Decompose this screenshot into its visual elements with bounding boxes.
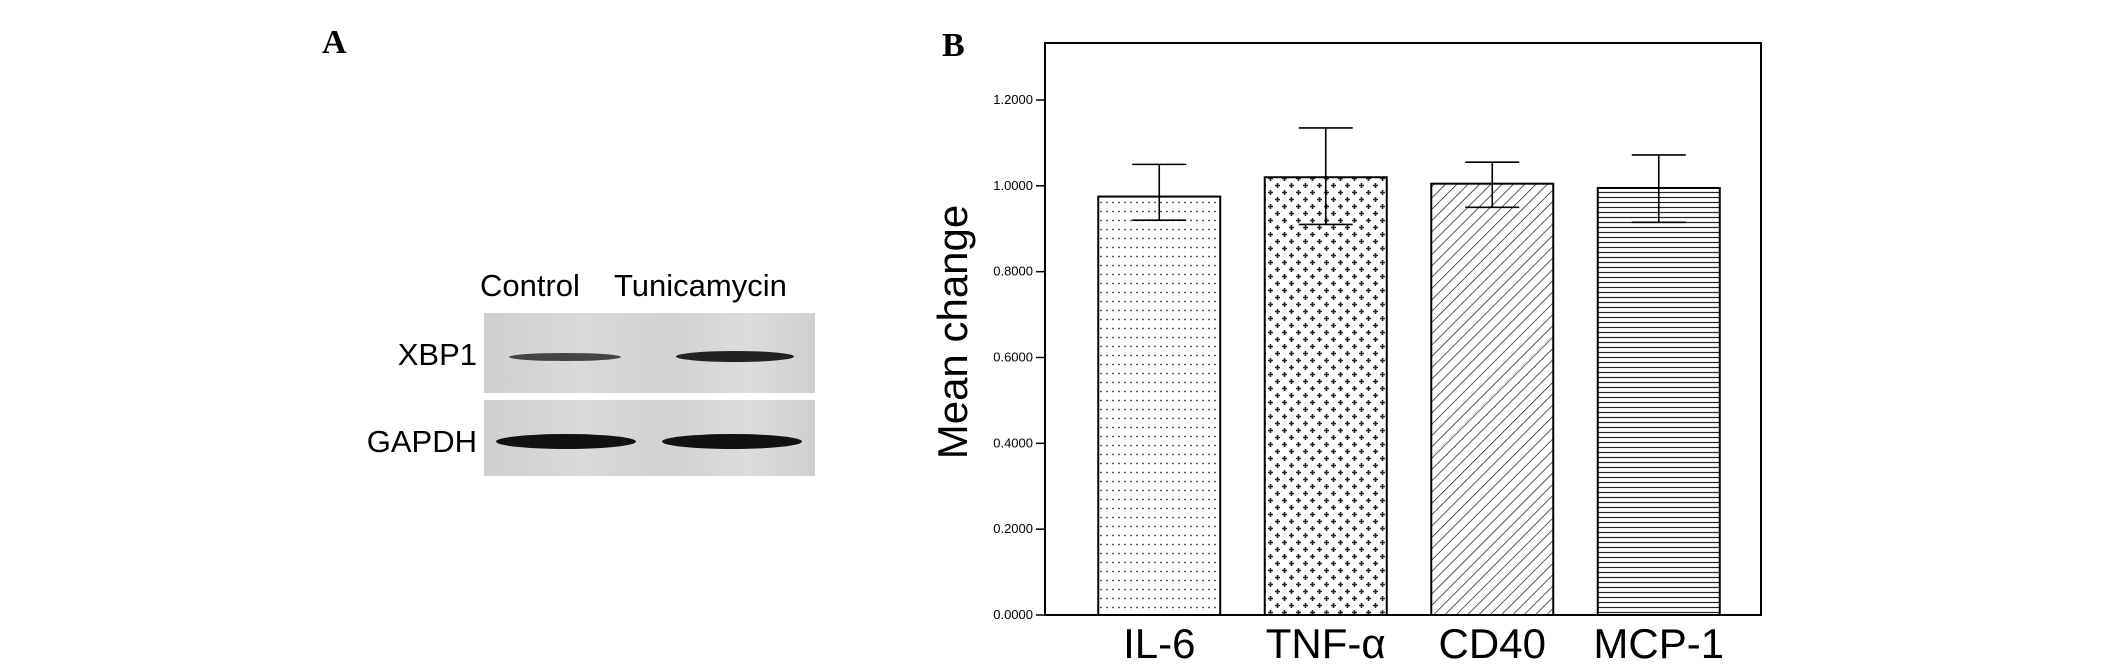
y-tick-label: 0.0000 [993, 607, 1033, 622]
band-xbp1-tunicamycin [676, 351, 794, 362]
bars [1097, 127, 1721, 617]
y-tick-label: 0.2000 [993, 521, 1033, 536]
y-tick-label: 0.4000 [993, 435, 1033, 450]
row-label-xbp1: XBP1 [397, 337, 477, 372]
band-gapdh-control [496, 434, 636, 449]
lane-label-control: Control [480, 268, 580, 303]
x-tick-label: IL-6 [1123, 620, 1195, 667]
y-tick-label: 1.2000 [993, 92, 1033, 107]
bar-cd40 [1430, 182, 1555, 616]
y-tick-label: 0.6000 [993, 350, 1033, 365]
y-tick-label: 1.0000 [993, 178, 1033, 193]
band-gapdh-tunicamycin [662, 434, 802, 449]
panel-b-letter: B [942, 27, 965, 64]
blot-strip-gapdh [484, 400, 815, 476]
x-tick-label: MCP-1 [1593, 620, 1724, 667]
y-axis-label: Mean change [929, 205, 976, 460]
y-tick-label: 0.8000 [993, 264, 1033, 279]
x-tick-label: TNF-α [1266, 620, 1386, 667]
panel-a-letter: A [322, 24, 347, 61]
row-label-gapdh: GAPDH [366, 424, 477, 459]
plot-frame [1044, 42, 1762, 616]
bar-tnf-α [1263, 176, 1388, 616]
y-axis: 0.0000 0.2000 0.4000 0.6000 0.8000 1.0000 1.20… [993, 92, 1045, 622]
blot-strip-xbp1 [484, 313, 815, 393]
x-axis-labels: IL-6 TNF-α CD40 MCP-1 [1123, 620, 1724, 667]
x-tick-label: CD40 [1439, 620, 1546, 667]
lane-label-tunicamycin: Tunicamycin [614, 268, 787, 303]
bar-mcp-1 [1596, 186, 1721, 617]
band-xbp1-control [509, 353, 621, 361]
bar-il-6 [1097, 195, 1222, 616]
